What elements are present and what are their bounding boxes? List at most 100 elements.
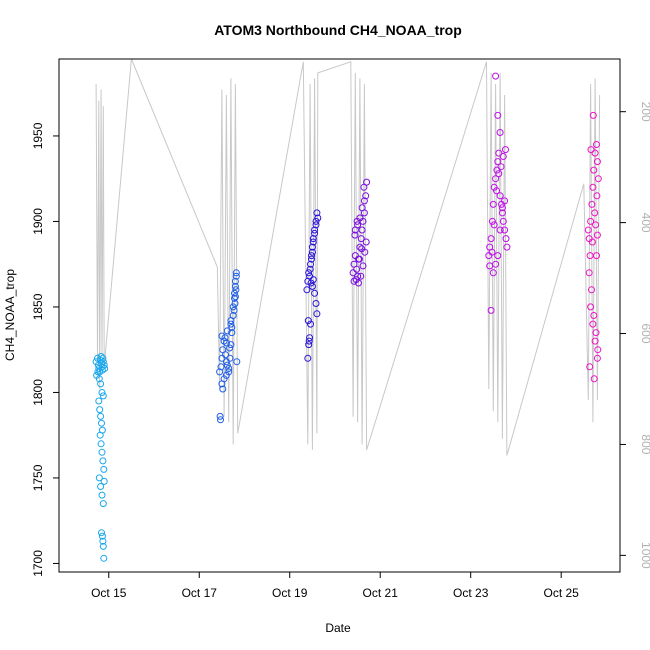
data-point [494, 252, 502, 260]
data-point [496, 192, 504, 200]
data-point [305, 337, 313, 345]
data-point [360, 183, 368, 191]
data-point [586, 363, 594, 371]
data-point [355, 255, 363, 263]
y-tick-label: 1700 [31, 550, 45, 577]
data-point [493, 187, 500, 195]
data-point [231, 300, 239, 307]
data-point [588, 200, 596, 208]
data-point [98, 491, 106, 499]
data-point [492, 72, 500, 80]
data-point [222, 339, 230, 347]
y-tick-label: 1950 [31, 122, 45, 149]
data-point [308, 252, 315, 260]
data-point [487, 306, 495, 314]
data-point [309, 238, 317, 246]
data-point [225, 368, 233, 376]
data-point [591, 149, 599, 157]
data-point [99, 354, 107, 362]
data-point [493, 166, 501, 174]
data-point [351, 231, 359, 239]
flight-track-line [95, 58, 601, 456]
data-point [589, 111, 597, 119]
data-point [358, 204, 366, 212]
data-point [357, 235, 365, 243]
flight-track-layer [95, 58, 601, 456]
data-point [101, 365, 109, 372]
data-point [591, 209, 599, 217]
data-point [219, 385, 227, 393]
data-point [592, 329, 600, 337]
data-point [98, 532, 106, 540]
data-point [218, 332, 226, 340]
data-point [222, 351, 229, 359]
data-point [588, 238, 596, 246]
data-point [95, 474, 103, 482]
data-point [590, 312, 598, 319]
data-point [313, 209, 321, 217]
data-point [312, 221, 320, 229]
x-tick-label: Oct 21 [363, 586, 399, 600]
data-point [495, 170, 503, 178]
data-point [495, 149, 503, 157]
data-point [232, 286, 240, 294]
data-point [304, 354, 312, 362]
data-point [227, 341, 235, 349]
data-point [231, 293, 239, 301]
data-point [490, 221, 498, 229]
data-point [96, 431, 104, 439]
data-point [95, 397, 103, 405]
data-point [496, 129, 504, 136]
data-point [306, 334, 314, 342]
data-point [362, 238, 370, 246]
data-point [223, 327, 231, 335]
data-point [593, 141, 600, 148]
data-point [312, 300, 320, 307]
data-point [97, 380, 105, 388]
data-point [228, 324, 236, 331]
y-tick-label: 1800 [31, 379, 45, 406]
data-point [354, 221, 362, 229]
data-point [593, 192, 601, 200]
data-point [99, 537, 107, 545]
data-point [313, 310, 321, 318]
data-point [353, 265, 361, 273]
data-point [303, 286, 311, 294]
y-tick-label: 1850 [31, 293, 45, 320]
data-point [593, 231, 601, 239]
data-point [226, 354, 234, 362]
data-point [499, 153, 507, 160]
data-point [98, 529, 105, 537]
data-point [488, 248, 496, 256]
data-point [304, 317, 312, 325]
right-tick-label: 800 [639, 434, 650, 454]
x-tick-label: Oct 19 [272, 586, 308, 600]
right-tick-label: 200 [639, 102, 650, 122]
data-point [99, 457, 107, 465]
data-point [225, 365, 233, 372]
data-point [358, 226, 366, 234]
data-point [223, 361, 231, 369]
data-point [591, 337, 599, 345]
data-point [494, 158, 502, 166]
right-axis: 200 400 600 800 1000 [620, 102, 650, 569]
data-point [501, 226, 509, 234]
data-point [97, 483, 105, 490]
data-point [100, 361, 108, 369]
data-point [593, 354, 601, 362]
data-point [314, 214, 322, 222]
right-tick-label: 1000 [639, 542, 650, 569]
data-point [233, 358, 241, 366]
right-tick-label: 400 [639, 213, 650, 233]
data-point [96, 406, 104, 414]
data-point [95, 375, 103, 383]
data-point [594, 175, 602, 183]
data-point [356, 243, 364, 251]
data-point [306, 265, 314, 273]
y-tick-label: 1900 [31, 208, 45, 235]
data-point [97, 412, 105, 420]
data-point [308, 248, 316, 256]
data-point [311, 289, 319, 297]
data-point [349, 269, 357, 277]
data-point [99, 392, 107, 400]
